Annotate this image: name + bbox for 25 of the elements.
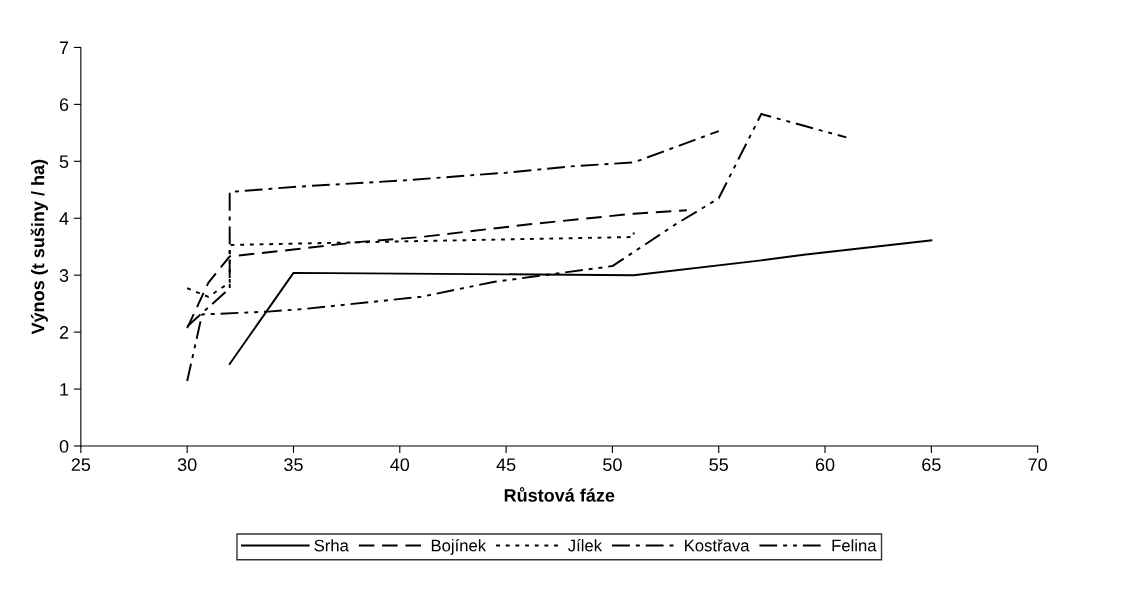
y-tick-label: 3	[59, 269, 69, 282]
x-tick-label: 35	[284, 458, 303, 472]
legend-label: Kostřava	[685, 539, 750, 552]
y-tick-label: 4	[59, 212, 69, 225]
x-tick-label: 55	[709, 458, 729, 472]
x-tick-label: 25	[71, 458, 91, 472]
x-tick-label: 60	[815, 458, 835, 472]
x-tick-label: 30	[177, 458, 197, 472]
y-axis-title: Výnos (t sušiny / ha)	[30, 159, 48, 335]
x-tick-label: 45	[496, 458, 516, 472]
y-tick-label: 7	[59, 41, 69, 54]
x-tick-label: 40	[390, 458, 410, 472]
x-tick-label: 70	[1028, 458, 1047, 472]
legend-label: Bojínek	[431, 539, 487, 555]
x-tick-label: 65	[922, 458, 941, 472]
y-tick-label: 5	[59, 155, 69, 169]
legend-label: Felina	[832, 539, 877, 552]
y-tick-label: 0	[59, 439, 69, 453]
legend-label: Jílek	[568, 539, 603, 552]
x-axis-title: Růstová fáze	[504, 487, 615, 502]
legend-label: Srha	[314, 539, 349, 552]
x-tick-label: 50	[603, 458, 622, 472]
y-tick-label: 6	[59, 98, 69, 112]
y-tick-label: 2	[59, 326, 69, 339]
y-tick-label: 1	[60, 383, 69, 396]
